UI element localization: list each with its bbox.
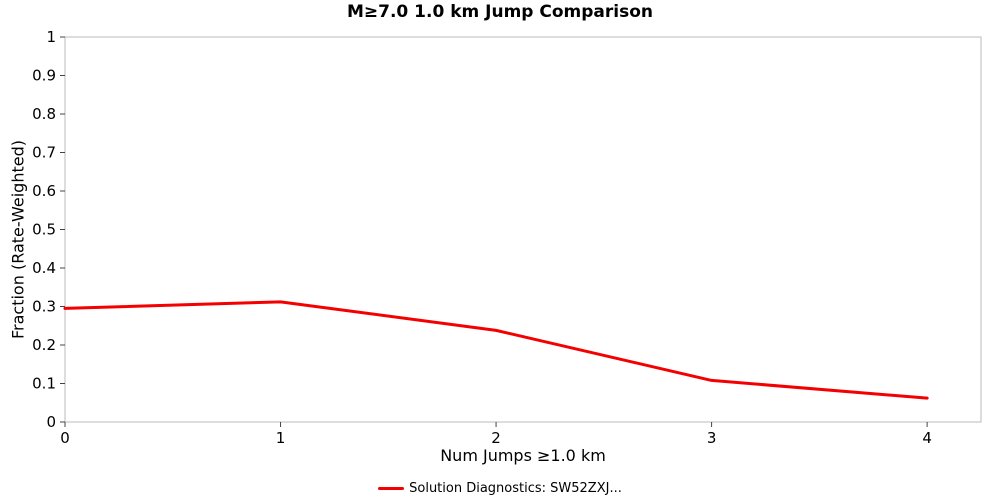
svg-text:0.1: 0.1 xyxy=(32,375,56,393)
chart-title: M≥7.0 1.0 km Jump Comparison xyxy=(346,2,654,22)
svg-text:1: 1 xyxy=(46,28,56,46)
legend: Solution Diagnostics: SW52ZXJ... xyxy=(0,481,1000,496)
svg-text:0: 0 xyxy=(46,413,56,431)
svg-text:0: 0 xyxy=(60,429,70,447)
svg-text:2: 2 xyxy=(491,429,501,447)
svg-text:0.8: 0.8 xyxy=(32,105,56,123)
svg-text:0.2: 0.2 xyxy=(32,336,56,354)
svg-text:3: 3 xyxy=(707,429,717,447)
legend-label: Solution Diagnostics: SW52ZXJ... xyxy=(409,481,622,496)
svg-text:0.9: 0.9 xyxy=(32,67,56,85)
svg-text:0.7: 0.7 xyxy=(32,144,56,162)
y-axis-label: Fraction (Rate-Weighted) xyxy=(8,140,28,339)
svg-text:1: 1 xyxy=(276,429,286,447)
svg-text:0.5: 0.5 xyxy=(32,221,56,239)
svg-text:0.4: 0.4 xyxy=(32,259,56,277)
legend-line-swatch-icon xyxy=(378,487,405,490)
svg-text:0.6: 0.6 xyxy=(32,182,56,200)
svg-text:0.3: 0.3 xyxy=(32,298,56,316)
x-axis-label: Num Jumps ≥1.0 km xyxy=(440,446,606,465)
svg-text:4: 4 xyxy=(922,429,932,447)
